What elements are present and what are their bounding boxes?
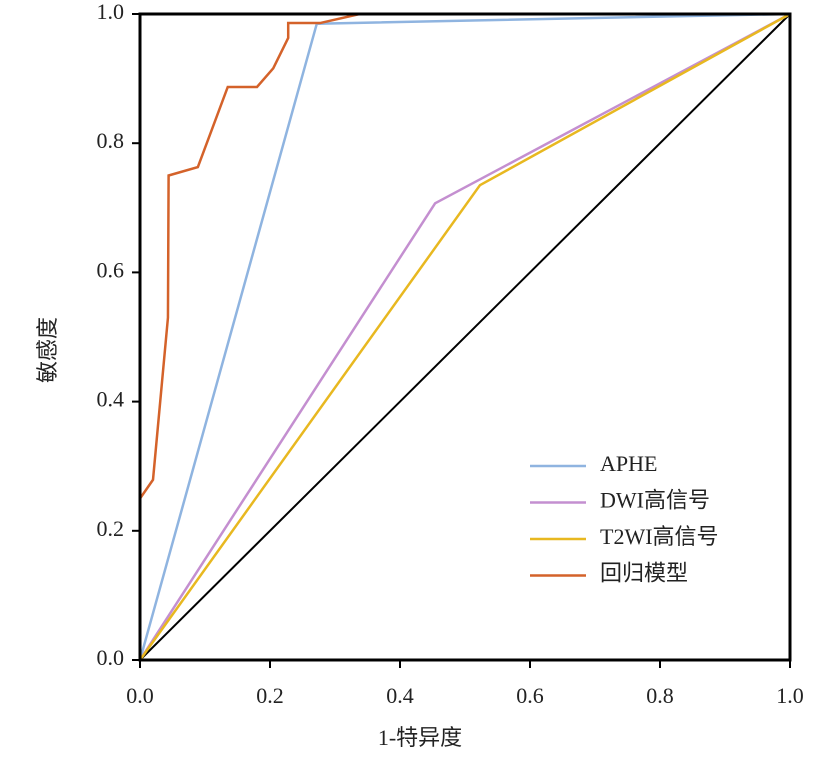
- plot-frame: [138, 12, 792, 662]
- x-tick-label: 0.6: [516, 683, 544, 708]
- x-tick-label: 0.0: [126, 683, 154, 708]
- series-line: [138, 12, 790, 660]
- x-axis-label: 1-特异度: [378, 725, 462, 750]
- series-line: [138, 12, 791, 661]
- y-tick-label: 0.4: [97, 387, 125, 412]
- x-tick-label: 1.0: [776, 683, 804, 708]
- y-tick-label: 0.8: [97, 128, 125, 153]
- series-line: [138, 12, 791, 661]
- x-tick-label: 0.8: [646, 683, 674, 708]
- reference-line: [139, 13, 791, 661]
- y-tick-label: 0.0: [97, 645, 125, 670]
- legend-label: APHE: [600, 451, 657, 476]
- legend-label: DWI高信号: [600, 488, 710, 513]
- y-tick-label: 0.2: [97, 516, 125, 541]
- x-tick-label: 0.4: [386, 683, 414, 708]
- x-tick-label: 0.2: [256, 683, 284, 708]
- legend-label: 回归模型: [600, 561, 688, 586]
- y-tick-label: 1.0: [97, 0, 125, 24]
- legend-label: T2WI高信号: [600, 524, 719, 549]
- y-axis-label: 敏感度: [35, 317, 60, 383]
- y-tick-label: 0.6: [97, 257, 125, 282]
